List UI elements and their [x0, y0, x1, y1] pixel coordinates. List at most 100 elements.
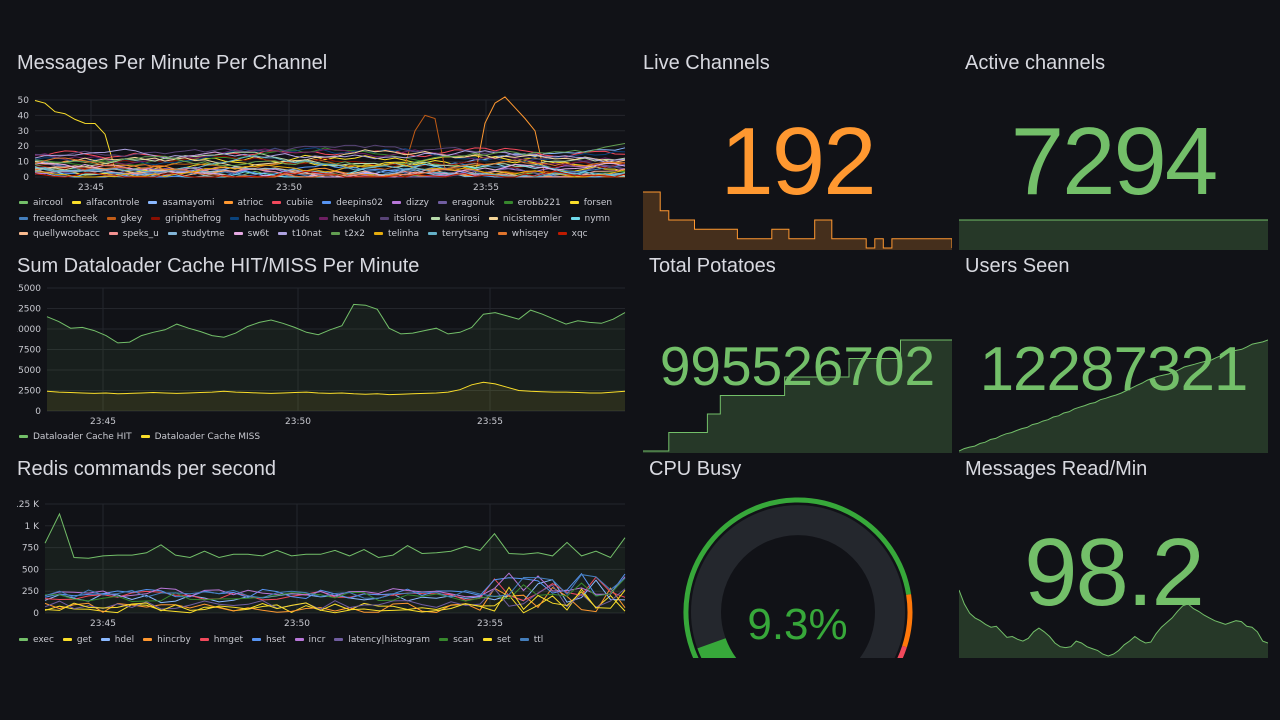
legend-item[interactable]: studytme	[167, 227, 225, 243]
panel-redis-commands[interactable]: Redis commands per second 1.25 K 1 K 750 50…	[17, 458, 629, 650]
series-terrytsang-line	[34, 155, 626, 178]
legend-label: xqc	[571, 229, 588, 239]
legend-label: Dataloader Cache MISS	[154, 432, 261, 442]
legend-swatch	[62, 638, 72, 641]
legend-item[interactable]: nymn	[570, 212, 610, 228]
legend-item[interactable]: incr	[294, 633, 325, 649]
panel-cpu-busy[interactable]: CPU Busy 9.3%	[643, 458, 952, 658]
panel-title: Redis commands per second	[17, 458, 277, 480]
y-tick-label: 40	[18, 111, 30, 121]
legend-label: hexekuh	[332, 213, 371, 224]
x-tick-label: 23:45	[90, 619, 116, 629]
legend-item[interactable]: xqc	[557, 227, 588, 243]
legend-label: t10nat	[291, 229, 322, 239]
legend-item[interactable]: get	[62, 633, 92, 649]
legend-label: latency|histogram	[348, 635, 431, 645]
legend-swatch	[143, 638, 153, 641]
series-cache-miss-area	[47, 382, 625, 411]
legend-swatch	[373, 232, 383, 235]
panel-messages-per-minute[interactable]: Messages Per Minute Per Channel 50 40 30 20…	[17, 52, 629, 248]
panel-title: Sum Dataloader Cache HIT/MISS Per Minute	[17, 255, 420, 277]
legend-item[interactable]: ttl	[519, 633, 543, 649]
legend-item[interactable]: asamayomi	[148, 196, 215, 212]
messages-chart[interactable]: 50 40 30 20 10 0 23:45 23:50 23:55	[17, 92, 629, 202]
legend-item[interactable]: aircool	[19, 196, 63, 212]
legend-item[interactable]: griphthefrog	[151, 212, 221, 228]
legend-item[interactable]: erobb221	[503, 196, 561, 212]
legend-swatch	[482, 638, 492, 641]
dataloader-chart[interactable]: 15000 12500 10000 7500 5000 2500 0 23:45 23:50 23…	[17, 284, 629, 427]
cpu-busy-value: 9.3%	[747, 600, 848, 649]
panel-messages-read[interactable]: Messages Read/Min 98.2	[959, 458, 1268, 658]
y-tick-label: 2500	[18, 387, 41, 397]
series-cache-hit-line	[46, 303, 626, 344]
legend-label: set	[496, 635, 511, 645]
legend-item[interactable]: telinha	[373, 227, 419, 243]
legend-item[interactable]: dizzy	[392, 196, 429, 212]
legend-item[interactable]: hexekuh	[318, 212, 371, 228]
panel-active-channels[interactable]: Active channels 7294	[959, 52, 1268, 250]
legend-swatch	[488, 216, 498, 220]
legend-swatch	[557, 232, 567, 235]
legend-item[interactable]: speks_u	[108, 227, 159, 243]
legend-swatch	[570, 216, 580, 220]
legend-item[interactable]: Dataloader Cache MISS	[140, 430, 261, 446]
legend-item[interactable]: nicistemmler	[488, 212, 562, 228]
legend-item[interactable]: freedomcheek	[19, 212, 98, 228]
y-tick-label: 1 K	[25, 522, 41, 532]
legend-swatch	[322, 201, 332, 204]
cpu-gauge	[683, 497, 913, 658]
legend-item[interactable]: atrioc	[223, 196, 263, 212]
series-t2x2-line	[34, 143, 626, 167]
legend-label: deepins02	[336, 198, 383, 208]
series-hincrby-line	[44, 586, 626, 614]
legend-item[interactable]: hdel	[100, 633, 135, 649]
legend-swatch	[167, 232, 177, 235]
legend-swatch	[430, 216, 440, 220]
legend-label: hdel	[114, 635, 135, 645]
legend-label: griphthefrog	[165, 213, 222, 224]
legend-item[interactable]: itsloru	[379, 212, 422, 228]
y-tick-label: 12500	[17, 305, 41, 315]
panel-live-channels[interactable]: Live Channels 192	[643, 52, 952, 250]
panel-total-potatoes[interactable]: Total Potatoes 995526702	[643, 255, 952, 453]
legend-item[interactable]: deepins02	[322, 196, 383, 212]
panel-dataloader-cache[interactable]: Sum Dataloader Cache HIT/MISS Per Minute…	[17, 255, 629, 448]
legend-item[interactable]: scan	[439, 633, 474, 649]
active-channels-value: 7294	[1010, 108, 1219, 215]
legend-item[interactable]: sw6t	[233, 227, 269, 243]
legend-item[interactable]: quellywoobacc	[19, 227, 100, 243]
legend-item[interactable]: forsen	[569, 196, 612, 212]
legend-label: eragonuk	[452, 198, 495, 208]
legend-item[interactable]: hmget	[199, 633, 243, 649]
legend-item[interactable]: hset	[252, 633, 286, 649]
legend-item[interactable]: set	[482, 633, 511, 649]
legend-label: hachubbyvods	[244, 213, 310, 224]
legend-item[interactable]: terrytsang	[427, 227, 489, 243]
sparkline-line	[643, 191, 952, 249]
panel-title: Users Seen	[965, 255, 1070, 277]
x-tick-label: 23:55	[477, 417, 503, 427]
legend-item[interactable]: hachubbyvods	[230, 212, 310, 228]
legend-label: nicistemmler	[502, 213, 562, 224]
legend-item[interactable]: hincrby	[143, 633, 191, 649]
series-cache-miss-line	[46, 381, 626, 396]
legend-item[interactable]: eragonuk	[438, 196, 495, 212]
legend-item[interactable]: cubiie	[272, 196, 313, 212]
legend-item[interactable]: kanirosi	[430, 212, 480, 228]
legend-item[interactable]: gkey	[106, 212, 142, 228]
legend-item[interactable]: t10nat	[277, 227, 322, 243]
legend-swatch	[519, 638, 529, 641]
y-tick-label: 50	[18, 96, 30, 106]
legend-item[interactable]: t2x2	[330, 227, 365, 243]
users-seen-value: 12287321	[979, 335, 1249, 404]
legend-label: exec	[33, 635, 54, 645]
legend-item[interactable]: alfacontrole	[71, 196, 139, 212]
legend-item[interactable]: Dataloader Cache HIT	[19, 430, 132, 446]
legend-item[interactable]: latency|histogram	[334, 633, 430, 649]
panel-users-seen[interactable]: Users Seen 12287321	[959, 255, 1268, 453]
legend-item[interactable]: exec	[19, 633, 54, 649]
redis-chart[interactable]: 1.25 K 1 K 750 500 250 0 23:45 23:50 23:55	[17, 493, 629, 633]
legend-item[interactable]: whisqey	[497, 227, 549, 243]
gauge-threshold-green	[683, 497, 912, 658]
